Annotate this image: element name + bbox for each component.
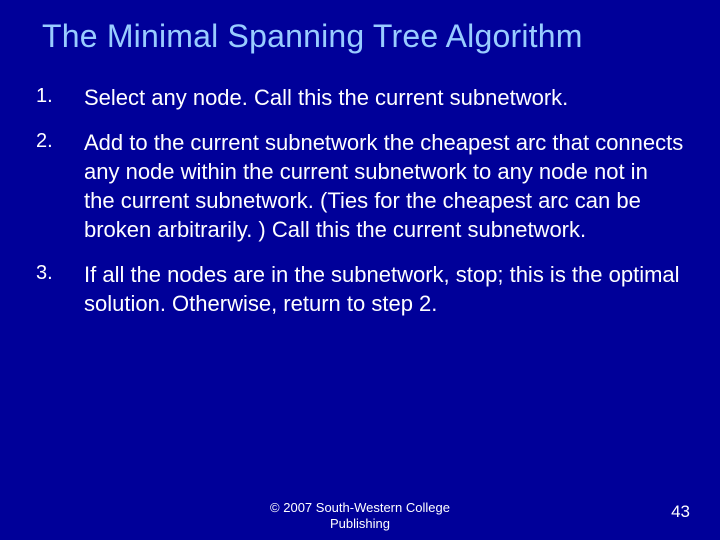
list-item-text: Select any node. Call this the current s… <box>84 83 684 112</box>
list-item-text: Add to the current subnetwork the cheape… <box>84 128 684 244</box>
list-item: 2. Add to the current subnetwork the che… <box>36 128 684 244</box>
ordered-list: 1. Select any node. Call this the curren… <box>0 55 720 318</box>
footer: © 2007 South-Western College Publishing <box>0 500 720 533</box>
list-item: 1. Select any node. Call this the curren… <box>36 83 684 112</box>
list-item: 3. If all the nodes are in the subnetwor… <box>36 260 684 318</box>
page-number: 43 <box>671 502 690 522</box>
slide-title: The Minimal Spanning Tree Algorithm <box>0 0 720 55</box>
list-item-text: If all the nodes are in the subnetwork, … <box>84 260 684 318</box>
slide: The Minimal Spanning Tree Algorithm 1. S… <box>0 0 720 540</box>
list-item-number: 3. <box>36 260 84 318</box>
list-item-number: 2. <box>36 128 84 244</box>
copyright-text: © 2007 South-Western College Publishing <box>260 500 460 533</box>
list-item-number: 1. <box>36 83 84 112</box>
